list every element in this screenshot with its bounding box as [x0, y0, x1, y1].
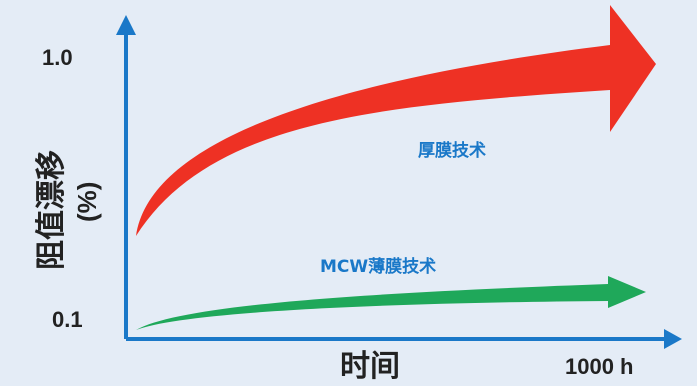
- y-tick-label-top: 1.0: [42, 45, 73, 70]
- x-axis-arrowhead: [664, 329, 682, 349]
- y-axis-unit: (%): [72, 182, 102, 222]
- y-axis-title: 阻值漂移: [34, 150, 69, 270]
- x-axis-title: 时间: [340, 349, 400, 384]
- y-axis-arrowhead: [116, 15, 136, 35]
- thick-film-label: 厚膜技术: [418, 140, 486, 161]
- thin-film-label: MCW薄膜技术: [320, 256, 436, 277]
- x-tick-label: 1000 h: [565, 354, 634, 379]
- y-tick-label-bottom: 0.1: [52, 307, 83, 332]
- thin-film-arrow: [136, 276, 646, 330]
- thick-film-arrow: [136, 5, 656, 236]
